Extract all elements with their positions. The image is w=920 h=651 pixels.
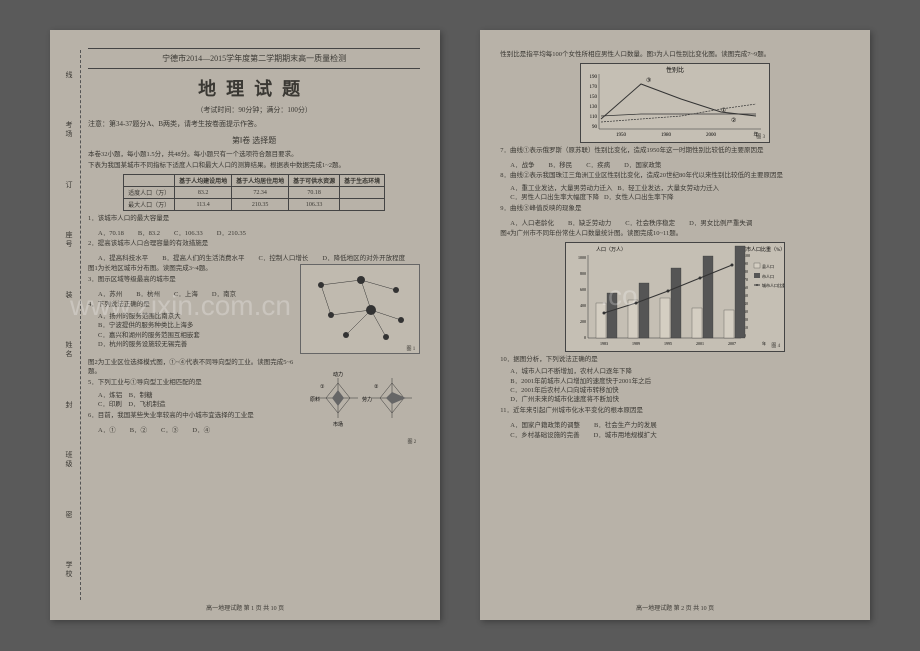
side-label: 订 <box>64 181 74 190</box>
options-11b: C．乡村基础设施的完善 D．城市用地规模扩大 <box>510 429 850 439</box>
intro-text: 图4为广州市不同年份常住人口数量统计图。读图完成10~11题。 <box>500 229 850 238</box>
svg-text:县人口: 县人口 <box>762 263 774 269</box>
question-2: 2．提高该城市人口合理容量的有效措施是 <box>88 240 420 249</box>
svg-text:600: 600 <box>580 287 586 292</box>
svg-text:①: ① <box>320 384 325 390</box>
svg-text:③: ③ <box>646 77 651 84</box>
exam-page-1: 线 考场 订 座号 装 姓名 封 班级 密 学校 宁德市2014—2015学年度… <box>50 30 440 620</box>
figure-label: 图 4 <box>771 342 780 349</box>
svg-text:动力: 动力 <box>333 371 343 378</box>
svg-text:②: ② <box>731 117 736 124</box>
svg-text:130: 130 <box>590 105 598 110</box>
figure-label: 图 3 <box>756 133 765 140</box>
options-1: A．70.18 B．83.2 C．106.33 D．210.35 <box>98 227 420 237</box>
svg-text:1983: 1983 <box>600 341 608 346</box>
question-10: 10．据图分析，下列说法正确的是 <box>500 356 850 365</box>
svg-text:190: 190 <box>590 75 598 80</box>
svg-text:400: 400 <box>580 303 586 308</box>
options-10: A．城市人口不断增加，农村人口逐年下降 B．2001年前城市人口增加的速度快于2… <box>510 367 850 403</box>
svg-text:2007: 2007 <box>728 341 736 346</box>
options-3: A．苏州 B．杭州 C．上海 D．南京 <box>98 288 294 298</box>
svg-text:年: 年 <box>762 340 766 346</box>
exam-main-title: 地理试题 <box>88 75 420 101</box>
intro-text: 本卷32小题，每小题1.5分，共48分。每小题只有一个选项符合题目要求。 <box>88 150 420 159</box>
options-11: A．国家户籍政策的调整 B．社会生产力的发展 <box>510 419 850 429</box>
svg-text:1989: 1989 <box>632 341 640 346</box>
table-row: 适度人口（万） 83.2 72.34 70.18 <box>124 187 385 199</box>
svg-text:90: 90 <box>592 125 598 130</box>
svg-text:市场: 市场 <box>333 421 343 428</box>
svg-text:②: ② <box>374 384 379 390</box>
side-label: 班级 <box>64 451 74 469</box>
side-label: 封 <box>64 401 74 410</box>
svg-text:1995: 1995 <box>664 341 672 346</box>
radar-chart-icon: 动力 劳力 原料 市场 ① ② <box>310 358 420 443</box>
svg-text:①: ① <box>721 107 726 114</box>
table-header: 基于可供水资源 <box>289 175 340 187</box>
bar-chart-icon: 人口（万人）城市人口比重（%）1000800600400200010090807… <box>566 243 784 351</box>
svg-text:200: 200 <box>580 319 586 324</box>
figure-label: 图 2 <box>407 438 416 445</box>
svg-text:1000: 1000 <box>578 255 586 260</box>
question-1: 1．该城市人口的最大容量是 <box>88 215 420 224</box>
svg-text:原料: 原料 <box>310 396 320 403</box>
options-8: A．重工业发达，大量男劳动力迁入 B．轻工业发达，大量女劳动力迁入 C．男性人口… <box>510 184 850 202</box>
table-header: 基于人均建设用地 <box>175 175 232 187</box>
svg-text:110: 110 <box>590 115 598 120</box>
options-9: A．人口老龄化 B．缺乏劳动力 C．社会秩序稳定 D．男女比例严重失调 <box>510 217 850 227</box>
options-7: A．战争 B．移民 C．疾病 D．国家政策 <box>510 159 850 169</box>
svg-text:1980: 1980 <box>661 133 672 138</box>
question-8: 8．曲线②表示我国珠江三角洲工业区性别比变化，造成20世纪80年代以来性别比较低… <box>500 172 850 181</box>
svg-text:劳力: 劳力 <box>362 396 372 403</box>
svg-text:2001: 2001 <box>696 341 704 346</box>
options-6: A．① B．② C．③ D．④ <box>98 424 304 434</box>
table-header: 基于人均居住用地 <box>232 175 289 187</box>
svg-text:150: 150 <box>590 95 598 100</box>
side-label: 姓名 <box>64 341 74 359</box>
map-diagram-icon <box>301 265 419 353</box>
svg-text:人口（万人）: 人口（万人） <box>596 247 626 253</box>
figure-1-map: 图 1 <box>300 264 420 354</box>
side-label: 线 <box>64 71 74 80</box>
side-label: 密 <box>64 511 74 520</box>
line-chart-icon: 性别比19017015013011090195019802000年③①② <box>581 64 769 142</box>
section-title: 第Ⅰ卷 选择题 <box>88 135 420 146</box>
exam-subtitle: （考试时间：90分钟；满分：100分） <box>88 105 420 115</box>
table-header: 基于生态环境 <box>340 175 385 187</box>
svg-text:0: 0 <box>584 335 586 340</box>
options-2: A．提高科技水平 B．提高人们的生活消费水平 C．控制人口增长 D．降低地区的对… <box>98 252 420 262</box>
page-footer: 高一地理试题 第 2 页 共 10 页 <box>480 603 870 612</box>
svg-text:城市人口比重（%）: 城市人口比重（%） <box>741 246 784 253</box>
intro-text: 性别比是指平均每100个女性所相应男性人口数量。图3为人口性别比变化图。读图完成… <box>500 50 850 59</box>
exam-page-2: 性别比是指平均每100个女性所相应男性人口数量。图3为人口性别比变化图。读图完成… <box>480 30 870 620</box>
question-7: 7．曲线①表示俄罗斯（原苏联）性别比变化，造成1950年这一时期性别比较低的主要… <box>500 147 850 156</box>
table-row: 最大人口（万） 113.4 210.35 106.33 <box>124 199 385 211</box>
figure-label: 图 1 <box>406 345 415 352</box>
binding-divider <box>80 50 81 600</box>
side-label: 学校 <box>64 561 74 579</box>
intro-text: 下表为我国某城市不同指标下适度人口和最大人口的测算结果。根据表中数据完成1~2题… <box>88 161 420 170</box>
svg-text:1950: 1950 <box>616 133 627 138</box>
question-9: 9．曲线③峰值反映的现象是 <box>500 205 850 214</box>
side-label: 座号 <box>64 231 74 249</box>
question-11: 11．近年来引起广州城市化水平变化的根本原因是 <box>500 407 850 416</box>
page-footer: 高一地理试题 第 1 页 共 10 页 <box>50 603 440 612</box>
exam-header: 宁德市2014—2015学年度第二学期期末高一质量检测 <box>88 48 420 69</box>
table-header <box>124 175 175 187</box>
side-label: 考场 <box>64 121 74 139</box>
svg-text:城市人口比重: 城市人口比重 <box>762 282 784 288</box>
svg-text:800: 800 <box>580 271 586 276</box>
svg-text:2000: 2000 <box>706 133 717 138</box>
svg-text:170: 170 <box>590 85 598 90</box>
svg-text:市人口: 市人口 <box>762 273 774 279</box>
population-table: 基于人均建设用地 基于人均居住用地 基于可供水资源 基于生态环境 适度人口（万）… <box>123 174 385 211</box>
svg-text:性别比: 性别比 <box>666 66 684 74</box>
exam-note: 注意：第34-37题分A、B两类，请考生按卷面提示作答。 <box>88 119 420 129</box>
figure-4-bar-chart: 人口（万人）城市人口比重（%）1000800600400200010090807… <box>565 242 785 352</box>
side-label: 装 <box>64 291 74 300</box>
figure-3-line-chart: 性别比19017015013011090195019802000年③①② 图 3 <box>580 63 770 143</box>
figure-2-radar: 动力 劳力 原料 市场 ① ② 图 2 <box>310 358 420 443</box>
